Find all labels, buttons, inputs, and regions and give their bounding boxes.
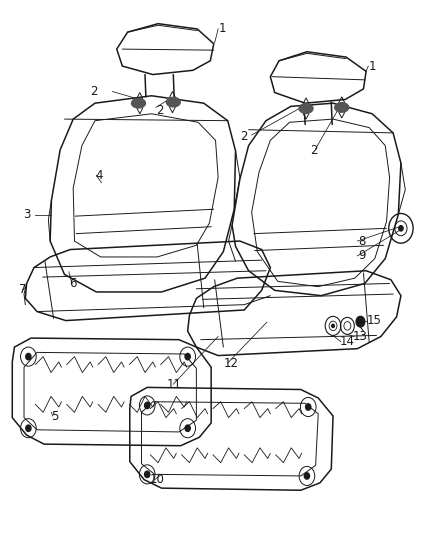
Text: 11: 11 [167,378,182,391]
Text: 8: 8 [358,235,366,247]
Circle shape [26,353,31,360]
Circle shape [306,404,311,410]
Circle shape [145,471,150,478]
Circle shape [185,353,190,360]
Text: 3: 3 [23,208,31,221]
Text: 1: 1 [369,60,377,72]
Circle shape [399,225,403,231]
Text: 2: 2 [90,85,97,98]
Text: 2: 2 [240,130,247,143]
Circle shape [332,324,334,327]
Circle shape [26,425,31,431]
Text: 13: 13 [353,330,368,343]
Text: 4: 4 [95,169,102,182]
Text: 5: 5 [51,409,59,423]
Circle shape [145,402,150,409]
Text: 15: 15 [367,314,382,327]
Ellipse shape [335,103,349,112]
Circle shape [304,473,310,479]
Text: 1: 1 [219,22,226,36]
Circle shape [185,425,190,431]
Ellipse shape [131,99,145,108]
Text: 6: 6 [69,277,76,290]
Text: 12: 12 [223,357,238,369]
Text: 14: 14 [340,335,355,348]
Circle shape [356,317,365,327]
Ellipse shape [166,98,180,107]
Text: 2: 2 [311,144,318,157]
Text: 9: 9 [358,249,366,262]
Text: 7: 7 [19,284,26,296]
Text: 10: 10 [149,473,164,486]
Text: 2: 2 [156,103,163,117]
Ellipse shape [299,104,313,114]
